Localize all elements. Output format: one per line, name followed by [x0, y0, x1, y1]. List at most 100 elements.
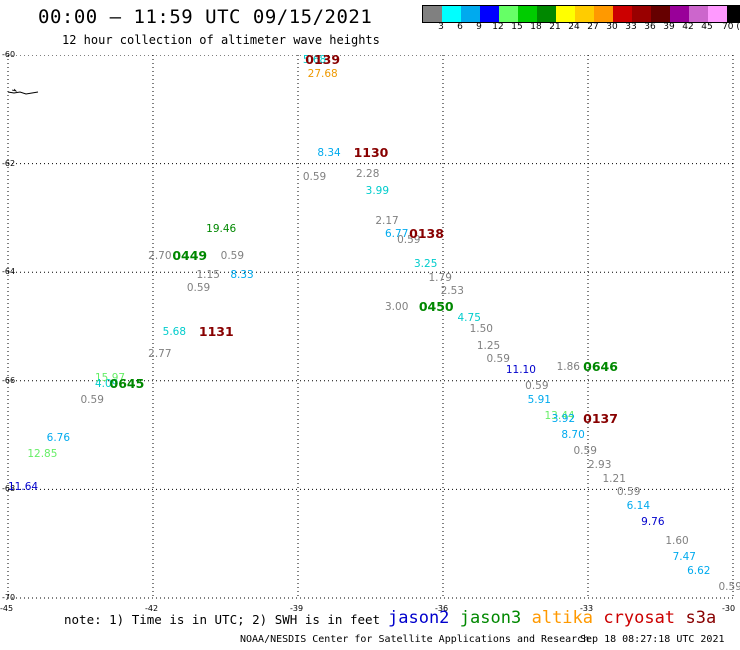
wave-height-value: 0.59	[486, 353, 510, 366]
wave-height-value: 1.86	[556, 361, 580, 374]
color-swatch	[708, 6, 727, 22]
wave-height-value: 6.76	[46, 431, 71, 444]
wave-height-value: 13.44	[544, 410, 575, 423]
pass-time-label: 0137	[583, 410, 618, 426]
satellite-legend-item: s3a	[685, 608, 717, 628]
wave-height-value: 0.59	[718, 581, 740, 594]
wave-height-value: 2.77	[148, 347, 172, 360]
color-scale-label: 33	[625, 22, 637, 32]
longitude-label: -33	[580, 604, 594, 613]
wave-height-value: 4.09	[95, 377, 119, 390]
credit-line: NOAA/NESDIS Center for Satellite Applica…	[240, 634, 590, 645]
timestamp: Sep 18 08:27:18 UTC 2021	[580, 634, 725, 645]
wave-height-value: 2.53	[440, 285, 464, 298]
latitude-label: -62	[2, 158, 16, 168]
pass-time-label: 1131	[198, 323, 234, 339]
wave-height-value: 11.64	[8, 480, 39, 493]
wave-height-value: 3.92	[551, 412, 576, 425]
wave-height-value: 1.21	[602, 472, 626, 485]
color-scale-label: 9	[476, 22, 482, 32]
wave-height-value: 1.60	[665, 534, 689, 547]
wave-height-value: 27.68	[307, 68, 338, 80]
longitude-label: -42	[145, 604, 159, 613]
wave-height-value: 1.79	[428, 271, 452, 284]
color-scale-label: 70 (ft)	[722, 22, 740, 32]
wave-height-value: 9.76	[641, 515, 665, 528]
wave-height-value: 12.85	[27, 448, 58, 461]
color-swatch	[480, 6, 499, 22]
color-swatch	[689, 6, 708, 22]
color-scale-bar	[422, 5, 740, 23]
wave-height-value: 19.46	[206, 222, 237, 235]
color-scale-label: 42	[682, 22, 694, 32]
color-scale-label: 45	[701, 22, 713, 32]
graticule	[7, 55, 734, 599]
satellite-legend-item: jason2	[388, 608, 450, 628]
wave-height-value: 2.17	[375, 214, 399, 227]
color-swatch	[613, 6, 632, 22]
longitude-label: -45	[0, 604, 14, 613]
wave-height-value: 8.34	[317, 146, 341, 159]
color-swatch	[537, 6, 556, 22]
latitude-label: -66	[2, 375, 16, 385]
longitude-label: -36	[435, 604, 449, 613]
wave-height-value: 2.28	[356, 168, 380, 181]
wave-height-value: 5.68	[162, 325, 187, 338]
pass-time-label: 0138	[409, 226, 444, 242]
pass-time-label: 0645	[109, 375, 145, 391]
wave-height-value: 4.75	[457, 312, 481, 325]
wave-height-value: 0.59	[617, 486, 641, 499]
color-swatch	[575, 6, 594, 22]
color-scale-label: 21	[549, 22, 561, 32]
color-swatch	[499, 6, 518, 22]
wave-height-value: 11.10	[505, 363, 536, 376]
latitude-label: -64	[2, 267, 16, 277]
color-swatch	[670, 6, 689, 22]
satellite-legend-item: altika	[531, 608, 594, 628]
wave-height-value: 6.77	[385, 228, 409, 241]
satellite-legend-item: cryosat	[603, 608, 676, 628]
wave-height-value: 3.99	[365, 184, 390, 197]
wave-height-value: 8.70	[561, 429, 585, 442]
color-scale-label: 18	[530, 22, 542, 32]
wave-height-value: 8.33	[230, 268, 254, 281]
color-scale-label: 27	[587, 22, 599, 32]
color-swatch	[727, 6, 740, 22]
pass-time-label: 0450	[418, 299, 454, 315]
color-scale-label: 3	[438, 22, 444, 32]
longitude-label: -30	[722, 604, 736, 613]
color-scale-label: 39	[663, 22, 675, 32]
color-swatch	[651, 6, 670, 22]
map-subtitle: 12 hour collection of altimeter wave hei…	[62, 33, 380, 47]
pass-time-label: 0139	[305, 52, 341, 68]
wave-height-value: 2.70	[148, 249, 172, 262]
color-scale-label: 24	[568, 22, 580, 32]
color-swatch	[442, 6, 461, 22]
latitude-label: -70	[2, 593, 16, 602]
color-swatch	[461, 6, 480, 22]
color-scale-label: 15	[511, 22, 523, 32]
wave-height-value: 2.93	[588, 458, 612, 471]
color-scale-label: 6	[457, 22, 463, 32]
wave-height-value: 1.25	[476, 339, 501, 352]
color-scale-label: 12	[492, 22, 504, 32]
wave-height-value: 0.59	[573, 445, 597, 458]
wave-height-value: 6.62	[687, 564, 711, 577]
color-swatch	[632, 6, 651, 22]
latitude-label: -60	[2, 50, 16, 59]
pass-time-label: 1130	[353, 144, 389, 160]
footer-note: note: 1) Time is in UTC; 2) SWH is in fe…	[64, 612, 381, 627]
color-scale-label: 36	[644, 22, 656, 32]
wave-height-value: 1.50	[469, 323, 493, 336]
latitude-label: -68	[2, 484, 16, 494]
map-plot	[7, 55, 734, 599]
pass-time-label: 0646	[583, 359, 618, 375]
color-scale-label: 30	[606, 22, 618, 32]
wave-height-value: 0.59	[525, 380, 549, 393]
wave-height-value: 3.25	[414, 258, 438, 271]
color-swatch	[594, 6, 613, 22]
wave-height-value: 1.15	[196, 268, 220, 281]
island-shape	[11, 88, 18, 92]
wave-height-value: 0.59	[397, 233, 421, 246]
wave-height-value: 0.59	[302, 171, 327, 184]
